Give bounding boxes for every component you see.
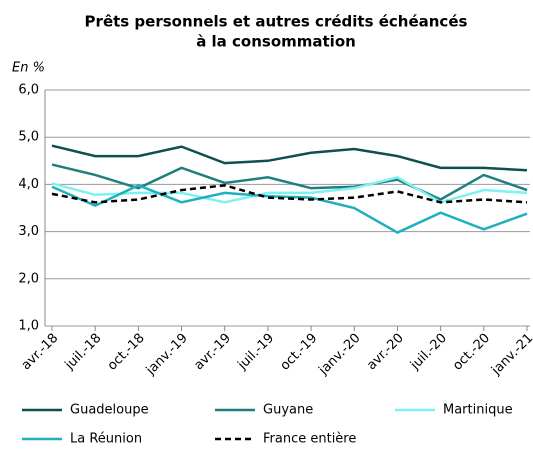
legend-label: Guyane: [263, 403, 313, 418]
y-tick-label: 4,0: [18, 177, 39, 192]
x-tick-label: avr.-19: [191, 331, 234, 374]
x-tick-label: janv.-19: [143, 331, 191, 379]
y-axis-label: En %: [12, 61, 45, 76]
x-tick-label: janv.-20: [316, 331, 364, 379]
x-tick-label: avr.-18: [19, 331, 62, 374]
x-tick-label: oct.-20: [450, 331, 493, 374]
x-tick-label: oct.-19: [278, 331, 321, 374]
legend-label: Martinique: [443, 403, 513, 418]
chart-title: à la consommation: [196, 33, 356, 51]
y-tick-label: 6,0: [18, 83, 39, 98]
legend-label: Guadeloupe: [70, 403, 149, 418]
legend-label: France entière: [263, 432, 356, 447]
series-line: [51, 183, 528, 234]
series-line: [51, 163, 528, 201]
legend-label: La Réunion: [70, 432, 142, 447]
y-tick-label: 2,0: [18, 271, 39, 286]
x-tick-label: juil.-20: [407, 331, 450, 374]
series-line: [51, 175, 528, 204]
y-tick-label: 5,0: [18, 130, 39, 145]
y-tick-label: 1,0: [18, 319, 39, 334]
chart-title: Prêts personnels et autres crédits échéa…: [85, 13, 468, 31]
x-tick-label: oct.-18: [105, 331, 148, 374]
x-tick-label: avr.-20: [364, 331, 407, 374]
y-tick-label: 3,0: [18, 224, 39, 239]
series-line: [51, 144, 528, 172]
series-line: [51, 184, 528, 204]
x-tick-label: janv.-21: [488, 331, 533, 379]
x-tick-label: juil.-18: [62, 331, 105, 374]
x-tick-label: juil.-19: [234, 331, 277, 374]
